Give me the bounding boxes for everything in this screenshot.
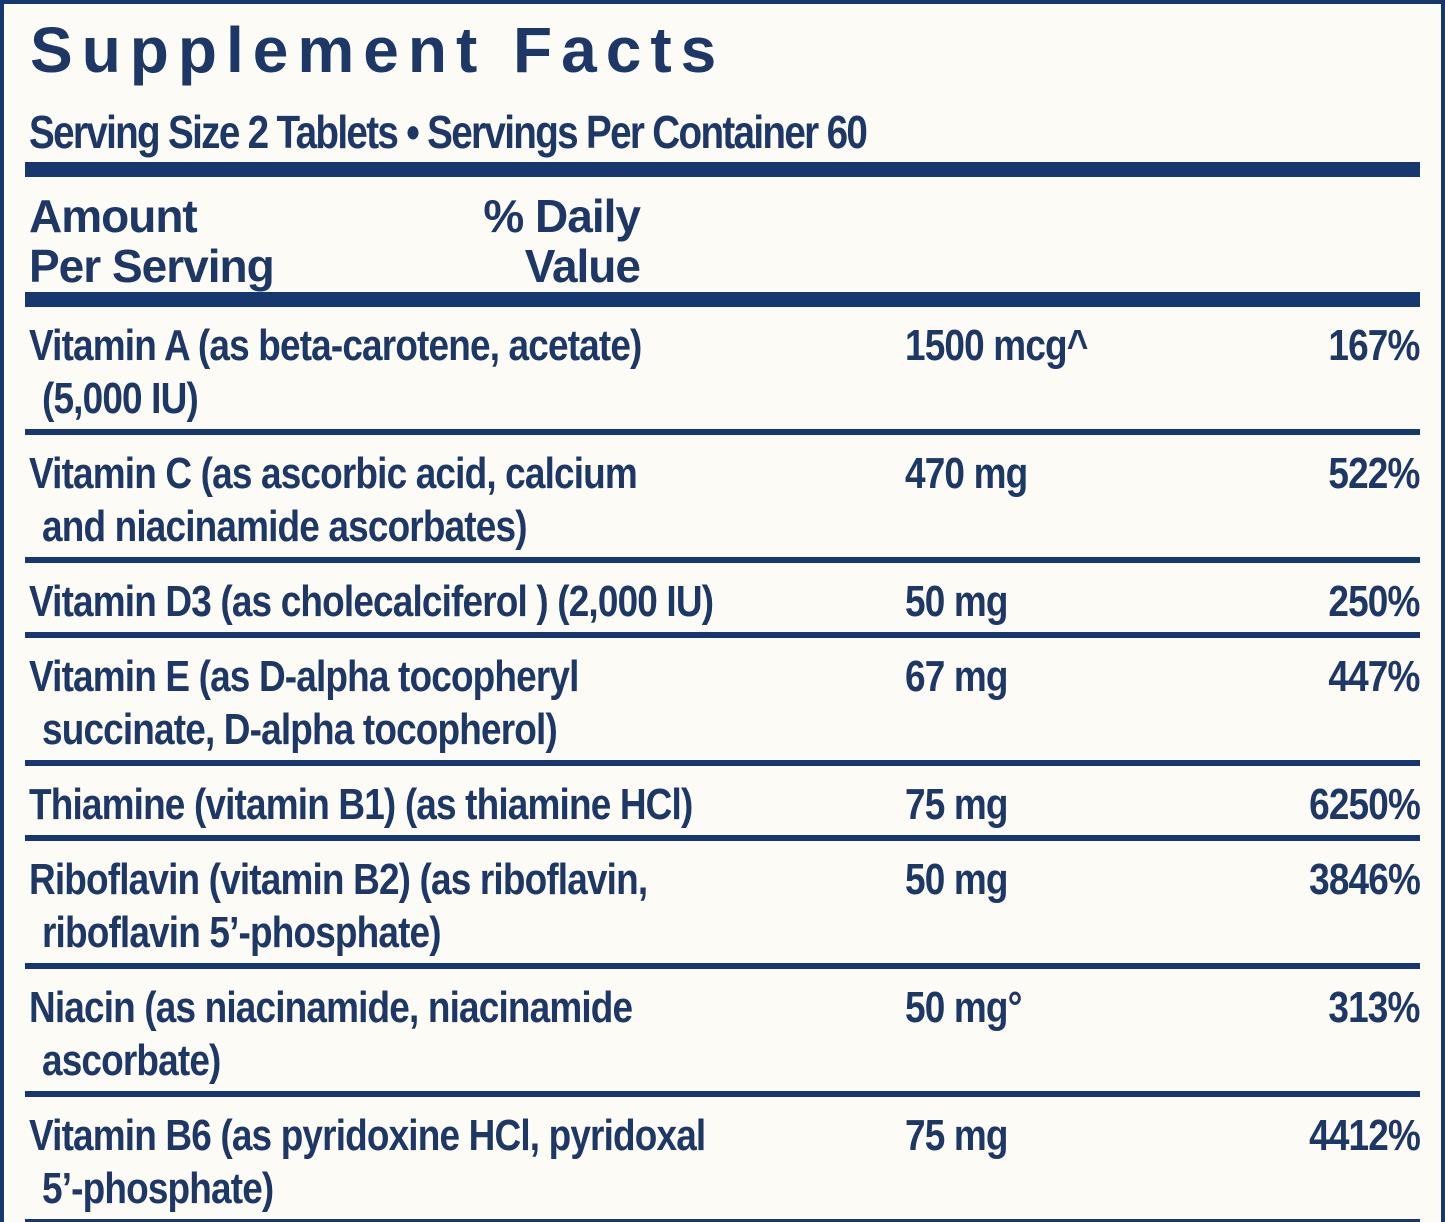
nutrient-row-vitamin-b6: Vitamin B6 (as pyridoxine HCl, pyridoxal… [25, 1097, 1421, 1222]
nutrient-amount: 67 mg [905, 652, 1008, 701]
header-divider-bar-top [25, 162, 1420, 177]
amount-header: Amount Per Serving [29, 191, 1420, 291]
nutrient-table: Vitamin A (as beta-carotene, acetate) (5… [25, 307, 1421, 1222]
nutrient-name: Thiamine (vitamin B1) (as thiamine HCl) [29, 780, 693, 829]
panel-title: Supplement Facts [30, 14, 726, 86]
nutrient-row-riboflavin: Riboflavin (vitamin B2) (as riboflavin, … [25, 841, 1421, 969]
nutrient-daily-value: 250% [1328, 577, 1421, 626]
table-header: Amount Per Serving % Daily Value [25, 191, 1420, 291]
nutrient-amount: 50 mg° [905, 983, 1022, 1032]
nutrient-amount: 470 mg [905, 449, 1028, 498]
nutrient-name: Vitamin A (as beta-carotene, acetate) (5… [29, 321, 642, 423]
daily-value-header-line2: Value [524, 240, 641, 292]
nutrient-daily-value: 447% [1328, 652, 1421, 701]
nutrient-daily-value: 4412% [1309, 1111, 1421, 1160]
nutrient-daily-value: 3846% [1309, 855, 1421, 904]
nutrient-name: Niacin (as niacinamide, niacinamide asco… [29, 983, 633, 1085]
nutrient-amount: 50 mg [905, 577, 1008, 626]
nutrient-row-vitamin-a: Vitamin A (as beta-carotene, acetate) (5… [25, 307, 1421, 435]
nutrient-name: Vitamin B6 (as pyridoxine HCl, pyridoxal… [29, 1111, 706, 1213]
serving-info: Serving Size 2 Tablets • Servings Per Co… [25, 106, 1420, 158]
nutrient-daily-value: 6250% [1309, 780, 1421, 829]
nutrient-row-niacin: Niacin (as niacinamide, niacinamide asco… [25, 969, 1421, 1097]
nutrient-row-vitamin-c: Vitamin C (as ascorbic acid, calcium and… [25, 435, 1421, 563]
nutrient-name: Vitamin E (as D-alpha tocopheryl succina… [29, 652, 579, 754]
nutrient-name: Vitamin D3 (as cholecalciferol ) (2,000 … [29, 577, 714, 626]
nutrient-daily-value: 522% [1328, 449, 1421, 498]
header-divider-bar-bottom [25, 292, 1420, 307]
nutrient-row-vitamin-d3: Vitamin D3 (as cholecalciferol ) (2,000 … [25, 563, 1421, 638]
nutrient-row-vitamin-e: Vitamin E (as D-alpha tocopheryl succina… [25, 638, 1421, 766]
nutrient-amount: 75 mg [905, 1111, 1008, 1160]
nutrient-daily-value: 313% [1328, 983, 1421, 1032]
amount-header-line1: Amount [29, 190, 198, 242]
nutrient-amount: 75 mg [905, 780, 1008, 829]
daily-value-header: % Daily Value [405, 190, 641, 292]
nutrient-name: Riboflavin (vitamin B2) (as riboflavin, … [29, 855, 648, 957]
amount-header-line2: Per Serving [29, 240, 275, 292]
serving-info-text: Serving Size 2 Tablets • Servings Per Co… [29, 106, 868, 158]
daily-value-header-line1: % Daily [483, 190, 641, 242]
nutrient-row-thiamine: Thiamine (vitamin B1) (as thiamine HCl) … [25, 766, 1421, 841]
nutrient-amount: 50 mg [905, 855, 1008, 904]
nutrient-daily-value: 167% [1328, 321, 1421, 370]
nutrient-amount: 1500 mcg^ [905, 321, 1088, 370]
nutrient-name: Vitamin C (as ascorbic acid, calcium and… [29, 449, 638, 551]
